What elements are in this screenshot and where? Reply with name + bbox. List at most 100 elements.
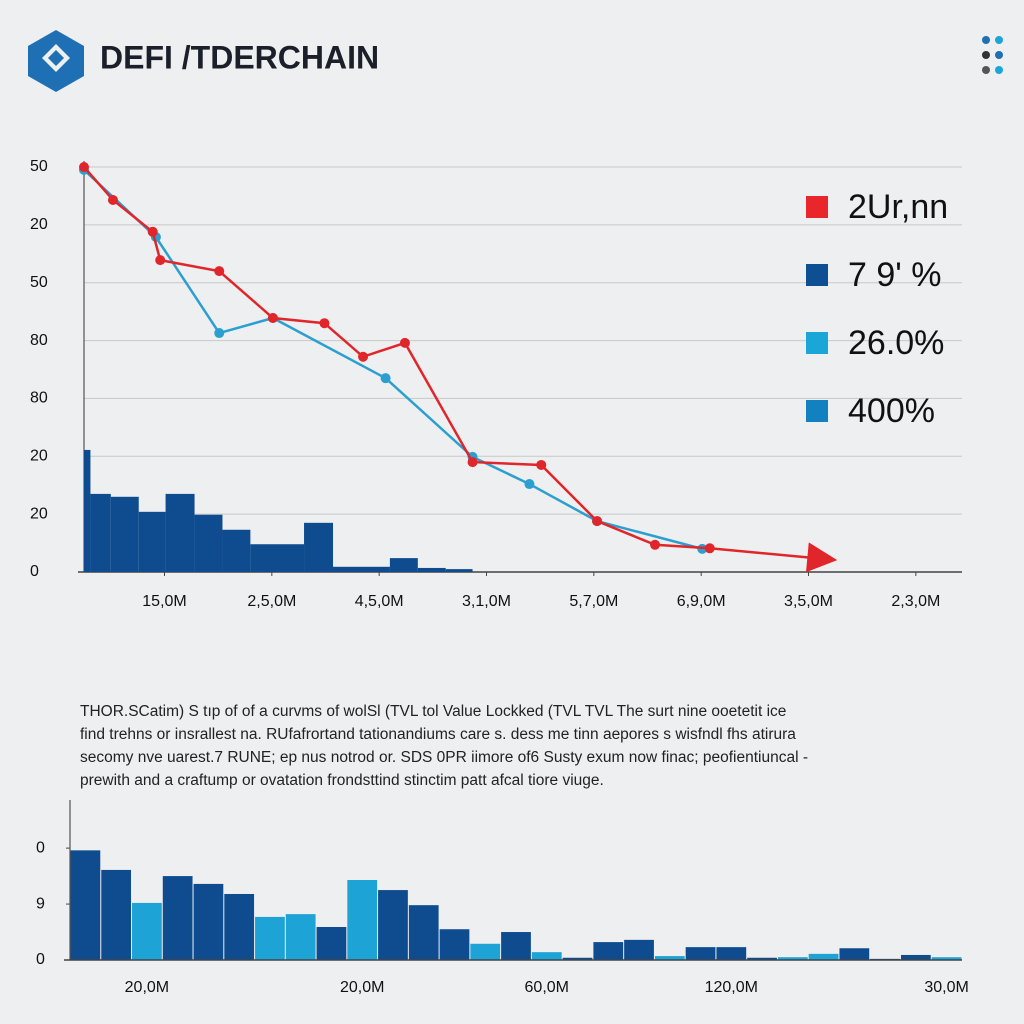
paragraph-line: secomy nve uarest.7 RUNE; ep nus notrod … xyxy=(80,749,808,766)
dot xyxy=(982,66,990,74)
histogram-bar xyxy=(250,544,305,572)
bar xyxy=(378,890,408,960)
line-point xyxy=(319,318,330,329)
bar xyxy=(685,947,716,960)
menu-icon[interactable] xyxy=(982,36,1003,74)
histogram-bar xyxy=(445,569,473,572)
x-tick-label: 3,5,0M xyxy=(784,593,833,610)
y-tick-label: 0 xyxy=(36,839,45,856)
bar xyxy=(654,956,685,960)
y-tick-label: 20 xyxy=(30,505,48,522)
bar xyxy=(70,850,101,960)
legend-label: 26.0% xyxy=(848,324,944,362)
line-point xyxy=(536,459,547,470)
bar xyxy=(808,953,839,960)
histogram-bar xyxy=(90,493,111,572)
dot xyxy=(995,51,1003,59)
bar xyxy=(716,947,747,960)
legend-label: 400% xyxy=(848,392,935,430)
legend-swatch xyxy=(806,196,828,218)
y-tick-label: 0 xyxy=(30,563,39,580)
line-point xyxy=(155,255,166,266)
bar xyxy=(316,926,347,960)
bar xyxy=(501,932,531,960)
histogram-bar xyxy=(304,522,334,572)
bar xyxy=(193,883,224,960)
histogram-bar xyxy=(389,558,418,572)
line-point xyxy=(380,373,391,384)
line-point xyxy=(704,543,715,554)
x-tick-label: 60,0M xyxy=(525,979,569,996)
histogram-bar xyxy=(417,567,446,572)
legend-swatch xyxy=(806,264,828,286)
x-tick-label: 3,1,0M xyxy=(462,593,511,610)
dot xyxy=(982,51,990,59)
x-tick-label: 120,0M xyxy=(705,979,758,996)
bar xyxy=(101,869,132,960)
bar xyxy=(439,929,470,960)
bar xyxy=(132,902,162,960)
y-tick-label: 50 xyxy=(30,274,48,291)
x-tick-label: 20,0M xyxy=(125,979,169,996)
bar xyxy=(593,942,624,960)
logo-core xyxy=(48,50,64,66)
x-tick-label: 2,5,0M xyxy=(247,593,296,610)
line-point xyxy=(358,351,369,362)
bar xyxy=(747,957,777,960)
bar xyxy=(224,893,255,960)
x-tick-label: 20,0M xyxy=(340,979,384,996)
x-tick-label: 2,3,0M xyxy=(891,593,940,610)
dot xyxy=(982,36,990,44)
y-tick-label: 20 xyxy=(30,448,48,465)
histogram-bar xyxy=(194,514,223,572)
histogram-bar xyxy=(84,449,91,572)
line-point xyxy=(524,479,535,490)
x-tick-label: 30,0M xyxy=(924,979,968,996)
bar xyxy=(624,939,654,960)
line-point xyxy=(214,266,225,277)
y-tick-label: 20 xyxy=(30,216,48,233)
logo xyxy=(28,30,84,92)
dot xyxy=(995,36,1003,44)
y-tick-label: 9 xyxy=(36,895,45,912)
line-point xyxy=(79,162,89,172)
dot xyxy=(995,66,1003,74)
bar xyxy=(562,957,593,960)
histogram-bar xyxy=(361,566,390,572)
legend-swatch xyxy=(806,332,828,354)
x-tick-label: 6,9,0M xyxy=(677,593,726,610)
y-tick-label: 0 xyxy=(36,951,45,968)
line-point xyxy=(267,313,278,324)
bar xyxy=(347,880,378,960)
bar xyxy=(162,876,193,960)
paragraph-line: THOR.SCatim) S tıp of of a curvms of wol… xyxy=(80,703,786,720)
histogram-bar xyxy=(222,529,251,572)
app-title: DEFI /TDERCHAIN xyxy=(100,39,379,75)
bar xyxy=(285,914,316,960)
line-point xyxy=(147,226,158,237)
y-tick-label: 80 xyxy=(30,332,48,349)
x-tick-label: 5,7,0M xyxy=(569,593,618,610)
x-tick-label: 4,5,0M xyxy=(355,593,404,610)
legend-label: 2Ur,nn xyxy=(848,188,948,226)
bar xyxy=(900,954,931,960)
line-point xyxy=(399,337,410,348)
bar xyxy=(531,952,562,960)
paragraph-line: prewith and a craftump or ovatation fron… xyxy=(80,772,604,789)
paragraph-line: find trehns or insrallest na. RUfafrorta… xyxy=(80,726,796,743)
bar xyxy=(255,916,285,960)
y-tick-label: 80 xyxy=(30,390,48,407)
legend-label: 7 9' % xyxy=(848,256,941,294)
bar xyxy=(777,957,808,960)
y-tick-label: 50 xyxy=(30,158,48,175)
x-tick-label: 15,0M xyxy=(142,593,186,610)
histogram-bar xyxy=(333,566,362,572)
legend-swatch xyxy=(806,400,828,422)
line-point xyxy=(467,457,478,468)
line-point xyxy=(592,516,603,527)
line-point xyxy=(107,194,118,205)
bar xyxy=(470,943,501,960)
histogram-bar xyxy=(110,496,139,572)
